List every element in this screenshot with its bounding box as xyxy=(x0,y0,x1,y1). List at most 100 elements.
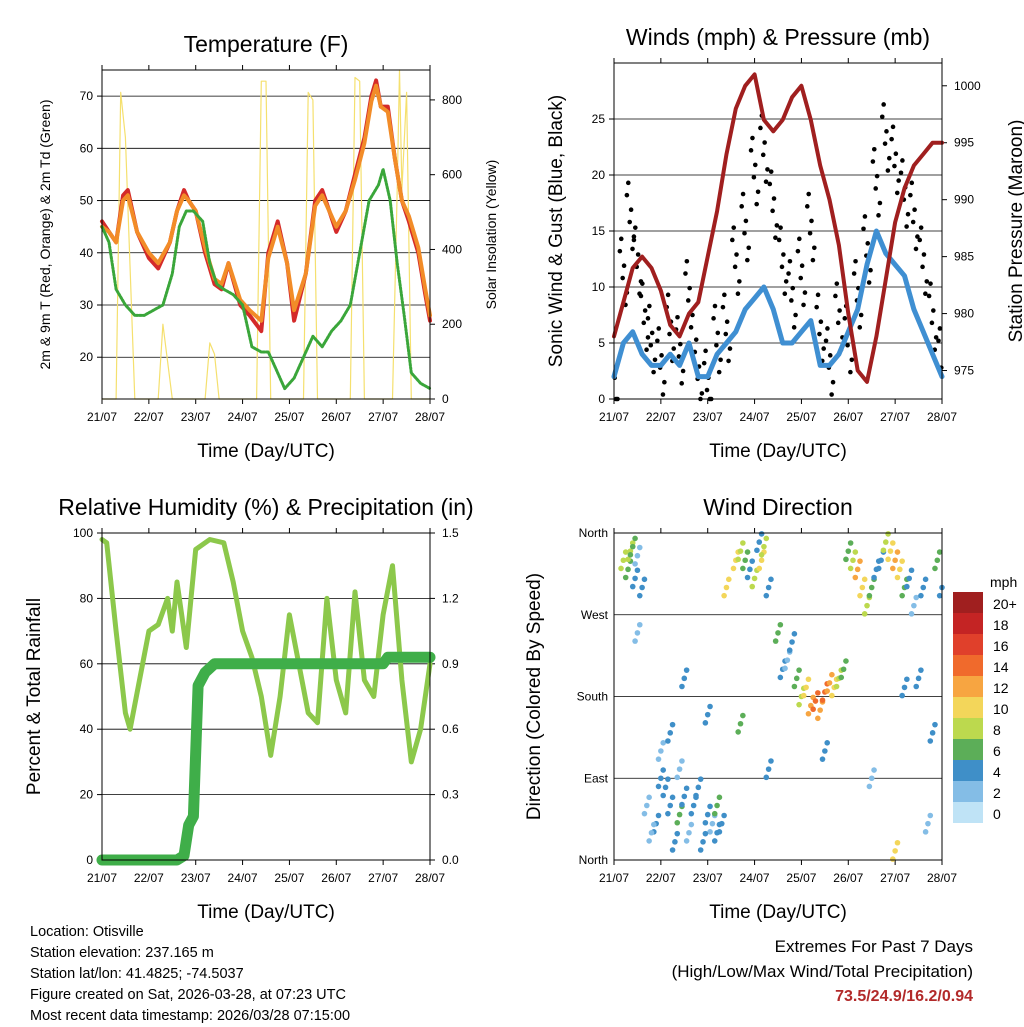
temperature-ytick-label: 50 xyxy=(80,194,94,208)
direction-point xyxy=(735,729,741,735)
direction-point xyxy=(922,829,929,835)
direction-point xyxy=(646,838,652,844)
winds-gust-point xyxy=(924,279,930,284)
direction-point xyxy=(662,784,669,791)
winds-gust-point xyxy=(716,369,722,375)
direction-point xyxy=(932,565,938,572)
temperature-ytick-label: 30 xyxy=(80,298,94,312)
direction-point xyxy=(826,680,833,686)
winds-gust-point xyxy=(849,357,855,363)
winds-gust-point xyxy=(791,325,797,330)
winds-gust-point xyxy=(617,248,623,254)
humidity-frame xyxy=(101,532,431,861)
winds-gust-point xyxy=(647,303,652,309)
winds-y2tick-label: 995 xyxy=(954,136,974,150)
direction-colorbar-swatch xyxy=(953,802,983,823)
direction-point xyxy=(756,565,763,572)
direction-point xyxy=(840,666,847,673)
direction-colorbar-swatch xyxy=(953,781,983,802)
direction-colorbar-unit: mph xyxy=(990,574,1017,590)
winds-gust-point xyxy=(802,290,808,295)
direction-point xyxy=(805,710,812,717)
winds-gust-point xyxy=(760,152,766,158)
temperature-xtick-label: 22/07 xyxy=(134,410,164,424)
direction-point xyxy=(716,829,723,835)
direction-point xyxy=(793,675,800,682)
direction-point xyxy=(697,776,704,782)
direction-point xyxy=(749,558,756,564)
winds-ytick-label: 0 xyxy=(598,392,605,406)
direction-point xyxy=(681,793,688,800)
direction-point xyxy=(711,838,718,844)
winds-gust-point xyxy=(821,346,826,351)
humidity-ytick-label: 40 xyxy=(80,722,94,736)
direction-point xyxy=(913,683,920,690)
winds-gust-point xyxy=(711,316,716,321)
winds-gust-point xyxy=(809,218,814,224)
direction-title: Wind Direction xyxy=(703,494,853,520)
winds-ytick-label: 20 xyxy=(592,168,606,182)
winds-gust-point xyxy=(720,304,726,310)
direction-point xyxy=(679,683,685,690)
direction-point xyxy=(890,565,896,572)
direction-point xyxy=(754,547,760,554)
humidity-xtick-label: 23/07 xyxy=(181,871,211,885)
direction-point xyxy=(707,829,713,835)
direction-point xyxy=(639,584,645,591)
direction-point xyxy=(838,674,845,681)
humidity-xtick-label: 25/07 xyxy=(274,871,304,885)
direction-point xyxy=(847,540,854,546)
direction-point xyxy=(693,792,699,799)
direction-point xyxy=(843,658,849,664)
direction-point xyxy=(765,766,772,772)
created-text: Figure created on Sat, 2026-03-28, at 07… xyxy=(30,987,346,1003)
winds-gust-point xyxy=(812,245,817,251)
direction-point xyxy=(632,575,638,582)
direction-point xyxy=(882,539,889,545)
direction-point xyxy=(850,557,856,564)
winds-ylabel: Sonic Wind & Gust (Blue, Black) xyxy=(546,95,567,367)
winds-gust-point xyxy=(641,320,647,326)
direction-point xyxy=(763,535,770,542)
direction-point xyxy=(936,549,943,555)
direction-point xyxy=(735,556,741,563)
direction-point xyxy=(625,556,631,563)
winds-gust-point xyxy=(781,252,786,257)
direction-colorbar-label: 0 xyxy=(993,806,1001,822)
winds-gust-point xyxy=(913,246,919,252)
direction-point xyxy=(812,698,819,704)
direction-point xyxy=(704,811,711,818)
humidity-xtick-label: 26/07 xyxy=(321,871,351,885)
winds-xtick-label: 24/07 xyxy=(740,410,770,424)
winds-gust-point xyxy=(862,214,868,219)
direction-point xyxy=(655,783,662,790)
winds-gust-point xyxy=(790,285,796,291)
direction-point xyxy=(665,738,671,744)
direction-point xyxy=(894,549,901,555)
direction-point xyxy=(784,657,791,663)
winds-gust-point xyxy=(931,308,936,313)
winds-gust-point xyxy=(730,237,735,243)
temperature-y2tick-label: 0 xyxy=(442,392,449,406)
direction-point xyxy=(641,810,648,817)
winds-gust-point xyxy=(754,201,759,207)
direction-point xyxy=(866,592,873,599)
winds-gust-point xyxy=(879,114,885,120)
winds-gust-point xyxy=(936,338,941,344)
direction-point xyxy=(702,830,709,837)
winds-gust-point xyxy=(715,330,721,336)
direction-point xyxy=(632,561,638,567)
winds-ytick-label: 5 xyxy=(598,336,605,350)
direction-point xyxy=(737,548,744,554)
direction-point xyxy=(744,549,751,555)
winds-gust-point xyxy=(789,298,794,303)
temperature-title: Temperature (F) xyxy=(184,31,349,57)
winds-gust-point xyxy=(676,354,682,359)
direction-point xyxy=(742,557,748,564)
winds-xlabel: Time (Day/UTC) xyxy=(709,441,847,462)
humidity-xtick-label: 24/07 xyxy=(228,871,258,885)
direction-point xyxy=(629,543,636,550)
direction-point xyxy=(660,792,666,799)
winds-gust-point xyxy=(684,258,690,264)
humidity-xlabel: Time (Day/UTC) xyxy=(197,902,335,923)
